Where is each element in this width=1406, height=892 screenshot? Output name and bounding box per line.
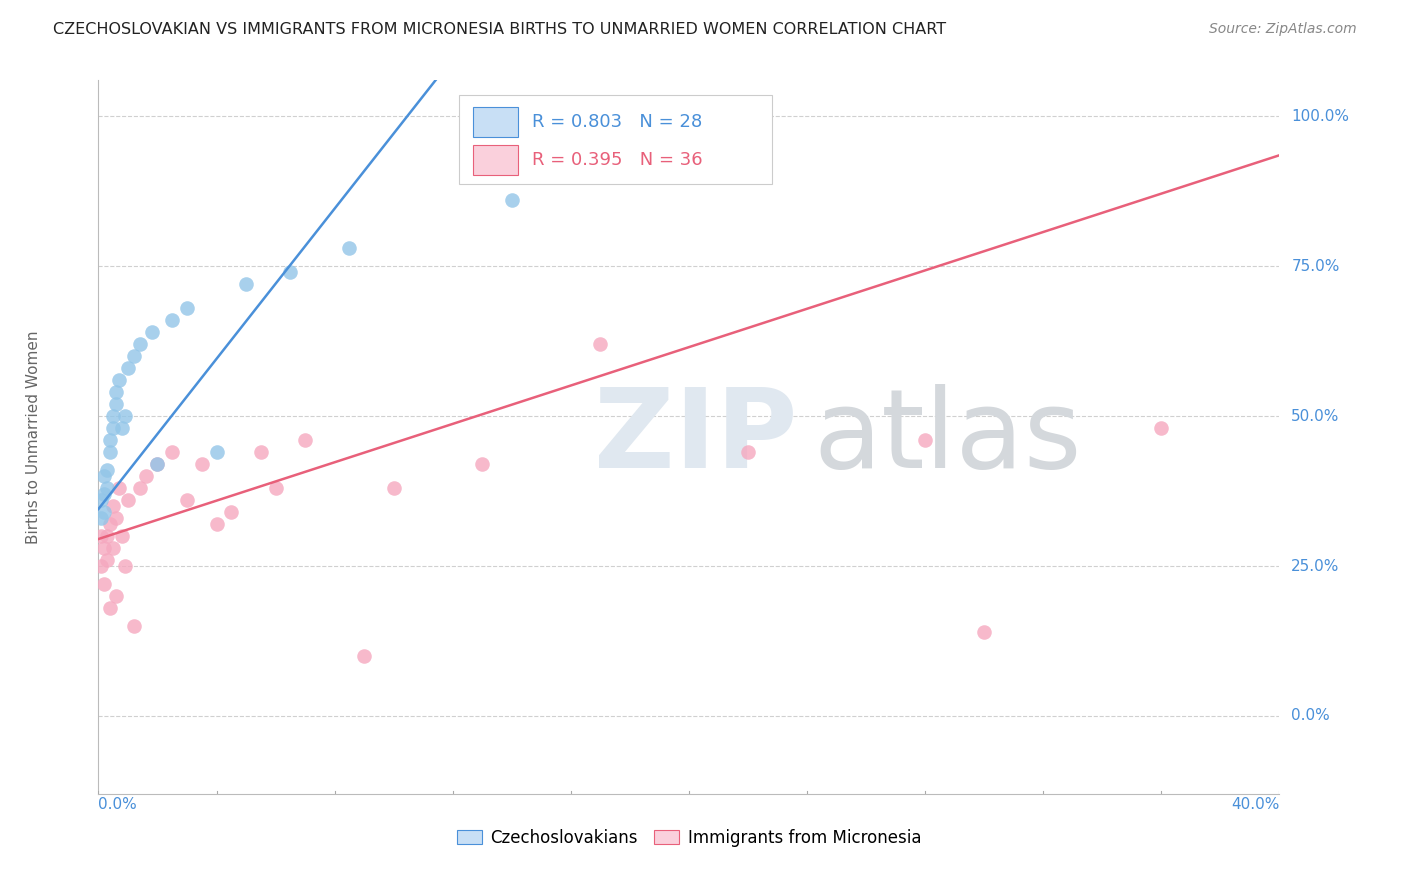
Point [93, 469, 115, 483]
Point [90, 493, 112, 508]
Point [589, 337, 612, 351]
Point [114, 559, 136, 574]
Point [382, 481, 405, 495]
Point [737, 445, 759, 459]
Text: atlas: atlas [813, 384, 1081, 491]
Point [105, 397, 128, 411]
Text: 0.0%: 0.0% [98, 797, 138, 812]
Point [264, 481, 287, 495]
Text: Births to Unmarried Women: Births to Unmarried Women [25, 330, 41, 544]
Point [90, 511, 112, 525]
Point [105, 385, 128, 400]
Legend: Czechoslovakians, Immigrants from Micronesia: Czechoslovakians, Immigrants from Micron… [450, 822, 928, 854]
Point [235, 277, 257, 292]
Point [90, 529, 112, 543]
Point [146, 457, 169, 471]
Point [191, 457, 214, 471]
Point [105, 511, 128, 525]
Text: 25.0%: 25.0% [1291, 558, 1340, 574]
Text: 50.0%: 50.0% [1291, 409, 1340, 424]
Point [103, 499, 125, 513]
Point [117, 361, 139, 376]
Point [108, 373, 131, 387]
Point [250, 445, 273, 459]
Point [108, 481, 131, 495]
Point [117, 493, 139, 508]
Point [111, 529, 134, 543]
Text: 0.0%: 0.0% [1291, 708, 1330, 723]
Point [96, 463, 118, 477]
Point [96, 553, 118, 567]
Point [122, 619, 145, 633]
Point [111, 421, 134, 435]
Point [96, 481, 118, 495]
Point [146, 457, 169, 471]
Point [128, 337, 150, 351]
Point [103, 409, 125, 423]
Text: Source: ZipAtlas.com: Source: ZipAtlas.com [1209, 22, 1357, 37]
Point [103, 541, 125, 555]
Point [973, 624, 995, 639]
Text: 100.0%: 100.0% [1291, 109, 1350, 124]
Point [122, 349, 145, 363]
Text: 40.0%: 40.0% [1232, 797, 1279, 812]
Point [103, 421, 125, 435]
Point [135, 469, 157, 483]
Point [96, 529, 118, 543]
Text: 75.0%: 75.0% [1291, 259, 1340, 274]
Point [294, 433, 316, 447]
Point [162, 445, 183, 459]
Point [501, 193, 523, 207]
Text: CZECHOSLOVAKIAN VS IMMIGRANTS FROM MICRONESIA BIRTHS TO UNMARRIED WOMEN CORRELAT: CZECHOSLOVAKIAN VS IMMIGRANTS FROM MICRO… [53, 22, 946, 37]
Text: ZIP: ZIP [595, 384, 797, 491]
Point [176, 493, 198, 508]
Point [93, 505, 115, 519]
Point [98, 601, 121, 615]
FancyBboxPatch shape [472, 145, 517, 175]
FancyBboxPatch shape [472, 107, 517, 137]
Point [205, 445, 228, 459]
Point [93, 541, 115, 555]
Point [141, 325, 163, 339]
Text: R = 0.803   N = 28: R = 0.803 N = 28 [531, 113, 702, 131]
Point [98, 445, 121, 459]
Point [105, 589, 128, 603]
Point [914, 433, 936, 447]
FancyBboxPatch shape [458, 95, 772, 184]
Point [98, 516, 121, 531]
Point [93, 577, 115, 591]
Point [90, 559, 112, 574]
Point [280, 265, 302, 279]
Point [93, 487, 115, 501]
Point [114, 409, 136, 423]
Point [98, 433, 121, 447]
Point [471, 457, 494, 471]
Text: R = 0.395   N = 36: R = 0.395 N = 36 [531, 152, 703, 169]
Point [128, 481, 150, 495]
Point [162, 313, 183, 327]
Point [1150, 421, 1173, 435]
Point [339, 241, 361, 255]
Point [176, 301, 198, 315]
Point [221, 505, 243, 519]
Point [205, 516, 228, 531]
Point [353, 648, 375, 663]
